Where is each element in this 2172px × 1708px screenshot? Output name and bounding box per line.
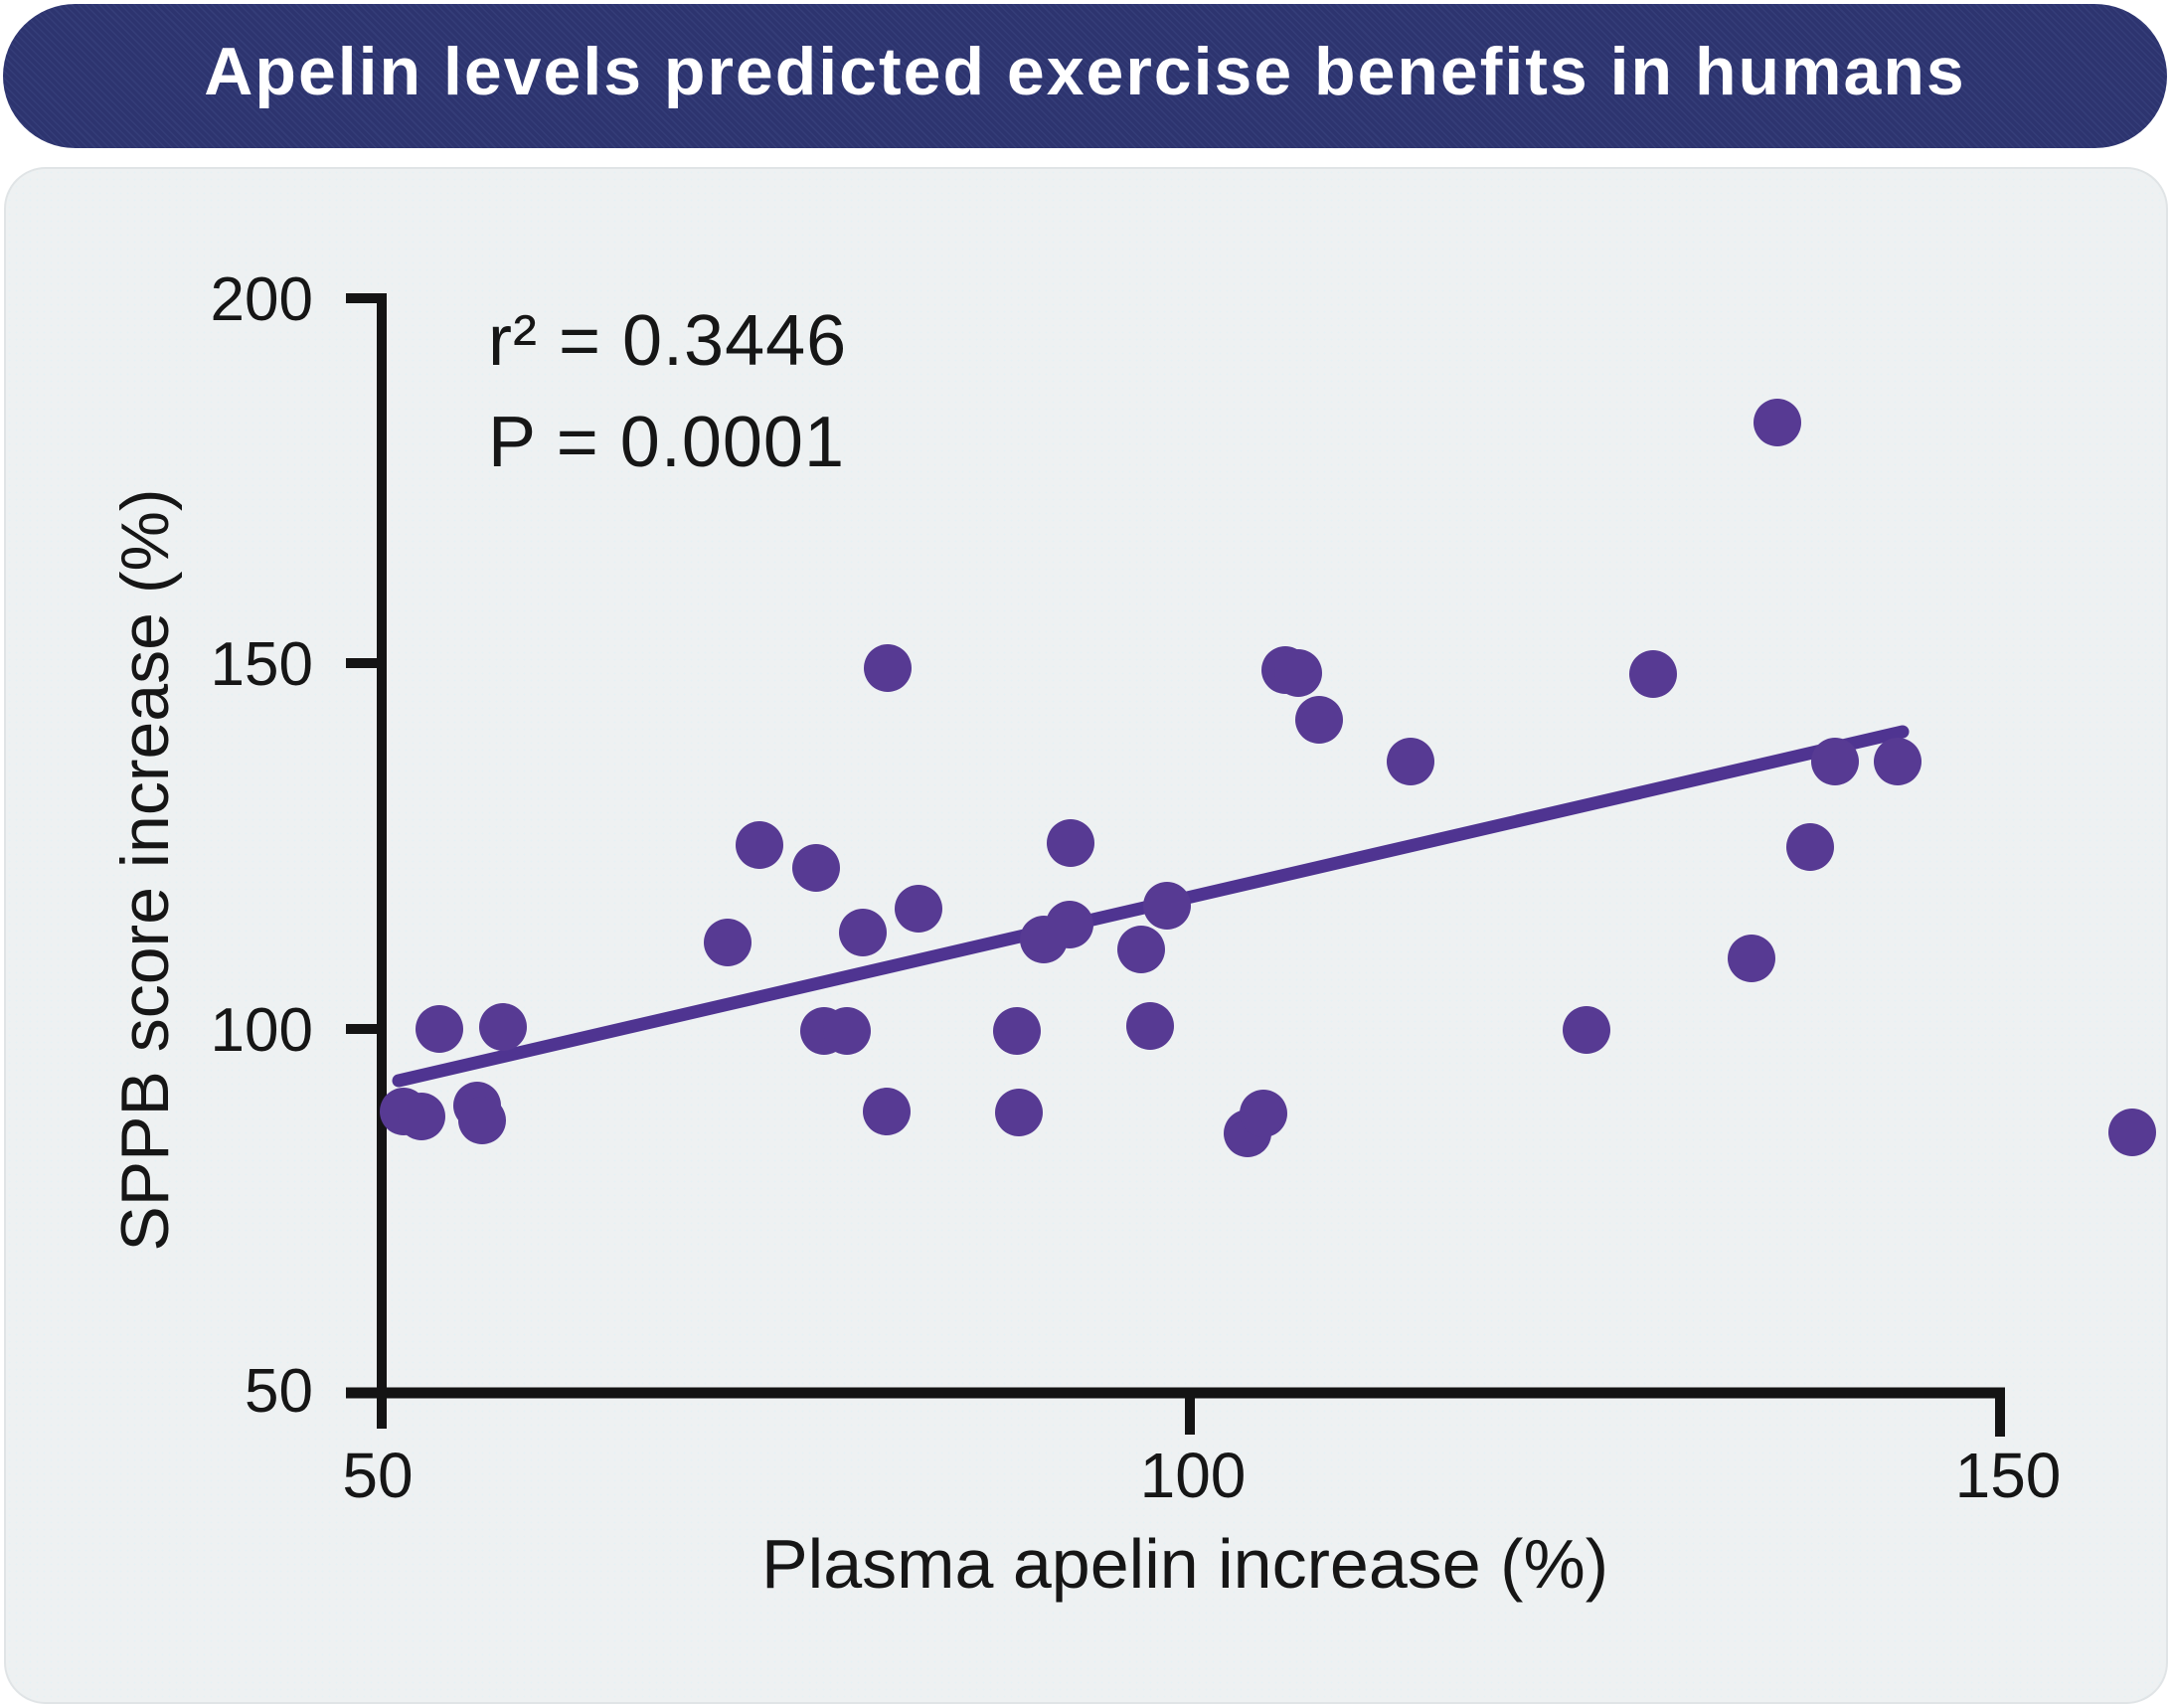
- svg-text:P = 0.0001: P = 0.0001: [488, 403, 845, 482]
- svg-text:r² = 0.3446: r² = 0.3446: [488, 301, 847, 381]
- svg-text:Plasma apelin increase (%): Plasma apelin increase (%): [761, 1525, 1608, 1603]
- svg-text:50: 50: [342, 1440, 413, 1511]
- svg-text:150: 150: [211, 630, 313, 699]
- svg-text:100: 100: [211, 996, 313, 1065]
- svg-text:50: 50: [245, 1357, 313, 1426]
- svg-text:100: 100: [1140, 1440, 1247, 1511]
- svg-text:150: 150: [1955, 1440, 2062, 1511]
- svg-text:200: 200: [211, 265, 313, 334]
- svg-text:SPPB score increase (%): SPPB score increase (%): [107, 488, 183, 1251]
